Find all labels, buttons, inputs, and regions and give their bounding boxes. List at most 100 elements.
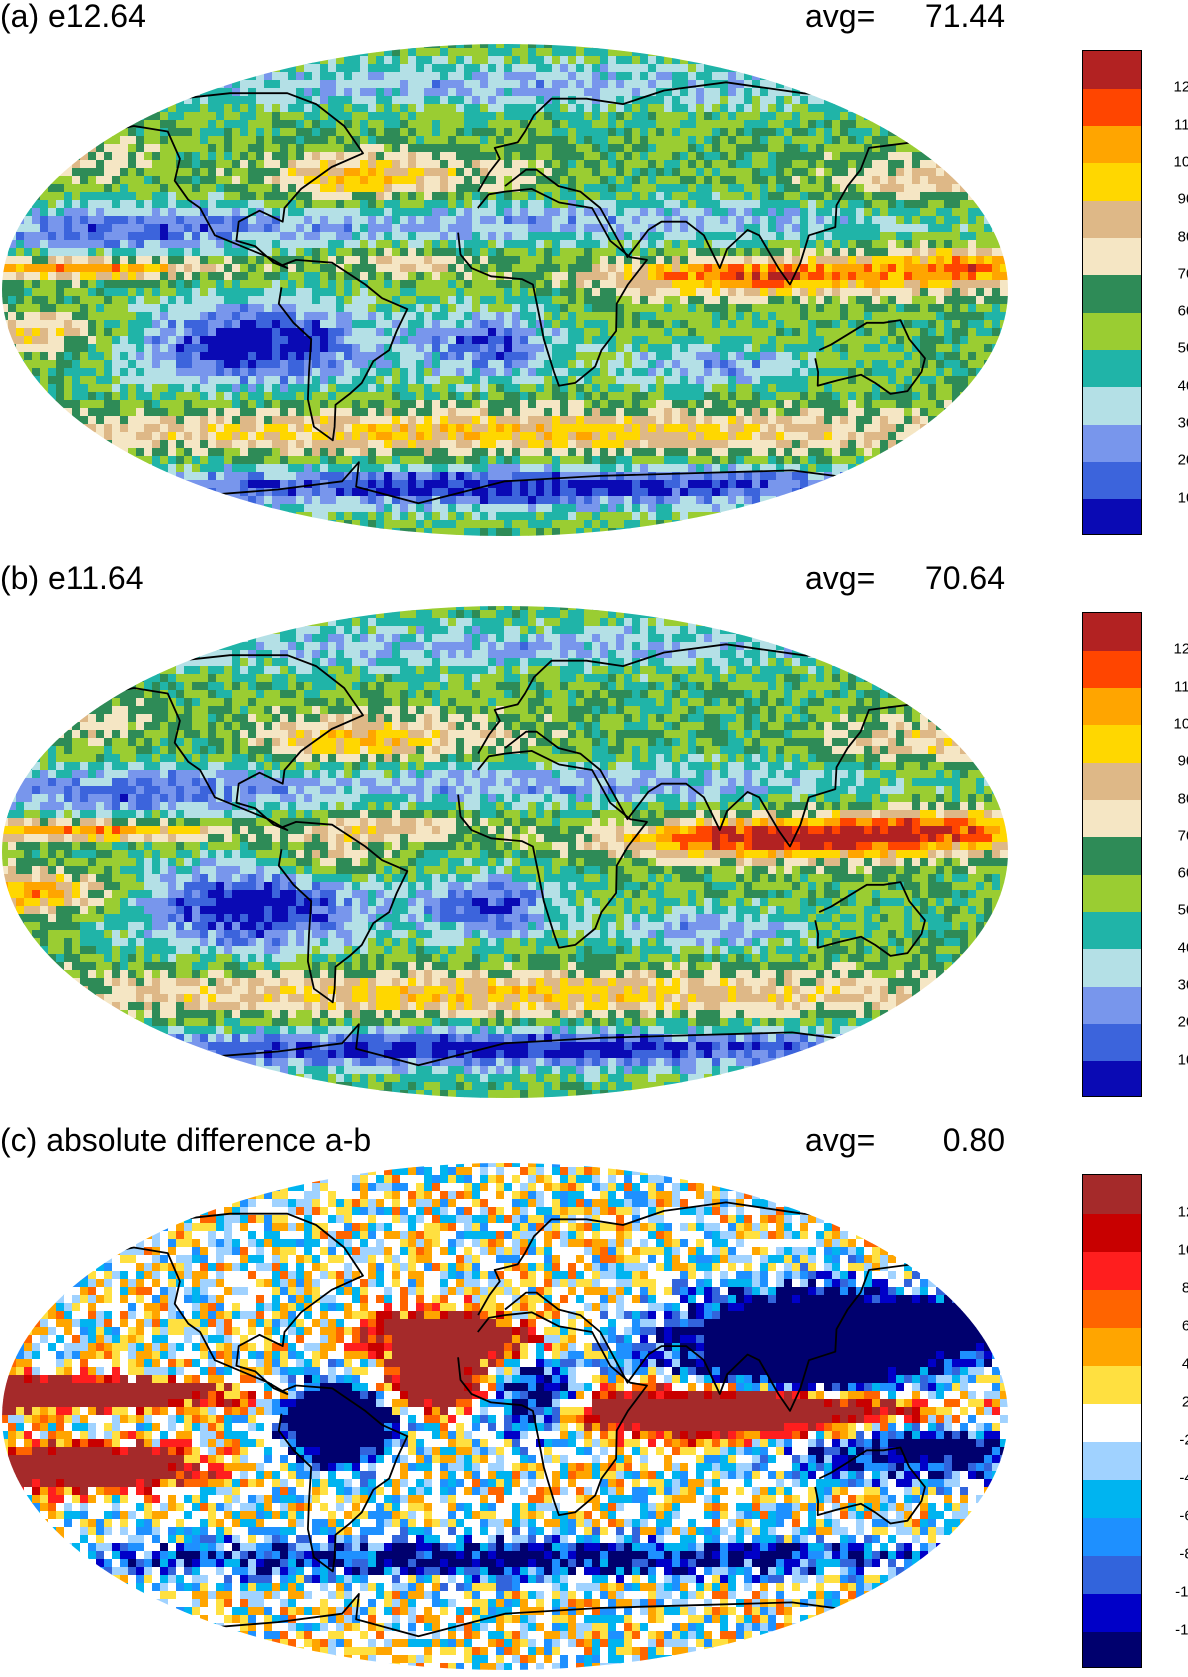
coastlines <box>97 1201 932 1638</box>
colorbar-swatch <box>1083 1213 1141 1252</box>
colorbar-tick-label: -10 <box>1175 1583 1188 1601</box>
colorbar-swatch <box>1083 836 1141 875</box>
colorbar-tick-label: 4 <box>1181 1355 1188 1373</box>
colorbar-box <box>1082 50 1142 535</box>
colorbar-swatch <box>1083 724 1141 763</box>
colorbar-swatch <box>1083 312 1141 350</box>
colorbar-tick-label: 70 <box>1177 827 1188 845</box>
colorbar-tick-label: 50 <box>1177 901 1188 919</box>
colorbar-tick-label: 8 <box>1181 1279 1188 1297</box>
colorbar-tick-label: 40 <box>1177 377 1188 395</box>
colorbar-swatch <box>1083 1479 1141 1518</box>
colorbar: 10 20 30 40 50 60 70 80 90 100 110 120 <box>1082 612 1188 1097</box>
avg-label: avg= <box>805 0 876 34</box>
colorbar-swatch <box>1083 200 1141 239</box>
panel-title: (c) absolute difference a-b <box>0 1122 372 1158</box>
avg-value: 0.80 <box>942 1122 1005 1158</box>
colorbar-tick-label: 90 <box>1177 752 1188 770</box>
colorbar-tick-label: 60 <box>1177 864 1188 882</box>
colorbar-tick-label: 100 <box>1173 715 1188 733</box>
colorbar-swatch <box>1083 1251 1141 1290</box>
colorbar-box <box>1082 1174 1142 1668</box>
avg-value: 70.64 <box>924 560 1005 596</box>
colorbar-swatch <box>1083 1327 1141 1366</box>
colorbar-swatch <box>1083 1631 1141 1667</box>
coastlines <box>97 643 932 1067</box>
colorbar-swatch <box>1083 874 1141 912</box>
field-grid <box>2 1163 1008 1670</box>
colorbar-tick-label: -4 <box>1179 1469 1188 1487</box>
colorbar-tick-label: -8 <box>1179 1545 1188 1563</box>
panel-title: (b) e11.64 <box>0 560 144 596</box>
colorbar-tick-label: -6 <box>1179 1507 1188 1525</box>
panel-title: (a) e12.64 <box>0 0 146 34</box>
colorbar-tick-label: 50 <box>1177 339 1188 357</box>
world-map <box>2 44 1008 536</box>
colorbar-tick-label: 70 <box>1177 265 1188 283</box>
colorbar: 10 20 30 40 50 60 70 80 90 100 110 120 <box>1082 50 1188 535</box>
avg-label: avg= <box>805 1122 876 1158</box>
panel-c: (c) absolute difference a-b avg= 0.80 -1… <box>0 1124 1188 1674</box>
colorbar-tick-label: 2 <box>1181 1393 1188 1411</box>
colorbar-swatch <box>1083 1175 1141 1214</box>
colorbar-tick-label: 30 <box>1177 976 1188 994</box>
panel-a: (a) e12.64 avg= 71.44 10 20 30 40 50 60 70 80 90… <box>0 0 1188 540</box>
colorbar-tick-label: 110 <box>1174 116 1188 134</box>
avg-value: 71.44 <box>924 0 1005 34</box>
colorbar-tick-label: 80 <box>1177 228 1188 246</box>
panel-average: avg= 0.80 <box>805 1124 1005 1158</box>
field-grid <box>2 44 1008 536</box>
colorbar-swatch <box>1083 1060 1141 1096</box>
colorbar-swatch <box>1083 762 1141 801</box>
colorbar-swatch <box>1083 461 1141 500</box>
colorbar-tick-label: 10 <box>1177 1241 1188 1259</box>
panel-b: (b) e11.64 avg= 70.64 10 20 30 40 50 60 70 80 90… <box>0 562 1188 1102</box>
avg-label: avg= <box>805 560 876 596</box>
colorbar-swatch <box>1083 799 1141 838</box>
colorbar-swatch <box>1083 498 1141 534</box>
colorbar-tick-label: -12 <box>1175 1621 1188 1639</box>
colorbar-swatch <box>1083 948 1141 987</box>
colorbar-swatch <box>1083 650 1141 689</box>
colorbar-swatch <box>1083 424 1141 462</box>
colorbar-tick-label: 30 <box>1177 414 1188 432</box>
colorbar-swatch <box>1083 274 1141 313</box>
colorbar-swatch <box>1083 1593 1141 1632</box>
colorbar-swatch <box>1083 1441 1141 1480</box>
panel-average: avg= 71.44 <box>805 0 1005 34</box>
colorbar-swatch <box>1083 1289 1141 1328</box>
colorbar-swatch <box>1083 162 1141 201</box>
colorbar-swatch <box>1083 125 1141 164</box>
colorbar-swatch <box>1083 1517 1141 1556</box>
colorbar: -12 -10 -8 -6 -4 -2 2 4 6 8 10 12 <box>1082 1174 1188 1668</box>
colorbar-swatch <box>1083 51 1141 89</box>
colorbar-swatch <box>1083 349 1141 388</box>
colorbar-swatch <box>1083 911 1141 950</box>
panel-average: avg= 70.64 <box>805 562 1005 596</box>
field-grid <box>2 606 1008 1098</box>
colorbar-tick-label: 120 <box>1173 78 1188 96</box>
colorbar-tick-label: 80 <box>1177 790 1188 808</box>
colorbar-tick-label: 10 <box>1177 1051 1188 1069</box>
colorbar-box <box>1082 612 1142 1097</box>
colorbar-tick-label: 40 <box>1177 939 1188 957</box>
colorbar-tick-label: 20 <box>1177 1013 1188 1031</box>
colorbar-swatch <box>1083 88 1141 127</box>
colorbar-swatch <box>1083 687 1141 726</box>
colorbar-swatch <box>1083 1403 1141 1442</box>
world-map <box>2 1163 1008 1670</box>
colorbar-swatch <box>1083 1023 1141 1062</box>
world-map <box>2 606 1008 1098</box>
colorbar-tick-label: 6 <box>1181 1317 1188 1335</box>
colorbar-swatch <box>1083 1365 1141 1404</box>
colorbar-tick-label: 120 <box>1173 640 1188 658</box>
colorbar-tick-label: 12 <box>1177 1203 1188 1221</box>
colorbar-tick-label: 20 <box>1177 451 1188 469</box>
colorbar-tick-label: 100 <box>1173 153 1188 171</box>
colorbar-swatch <box>1083 613 1141 651</box>
colorbar-swatch <box>1083 386 1141 425</box>
colorbar-tick-label: -2 <box>1179 1431 1188 1449</box>
colorbar-swatch <box>1083 1555 1141 1594</box>
colorbar-tick-label: 110 <box>1174 678 1188 696</box>
coastlines <box>97 81 932 505</box>
